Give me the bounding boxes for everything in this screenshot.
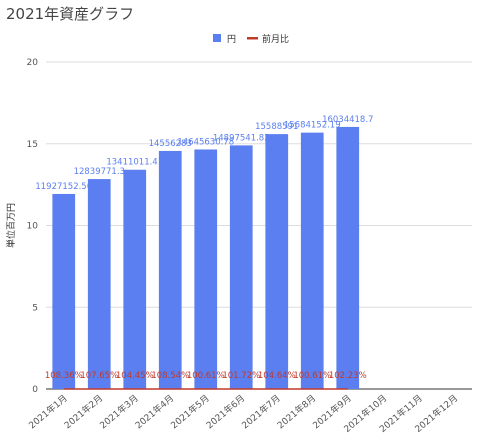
- bar-data-label: 15588591: [255, 122, 298, 132]
- x-tick-label: 2021年7月: [239, 392, 282, 431]
- y-tick-label: 10: [27, 222, 39, 232]
- bar: [300, 132, 324, 389]
- bar: [194, 149, 218, 389]
- line-data-label: 100.61%: [187, 371, 225, 381]
- chart-title: 2021年資産グラフ: [6, 5, 135, 23]
- bar-data-label: 14645630.78: [177, 137, 234, 147]
- y-tick-label: 5: [32, 303, 38, 313]
- bar: [52, 193, 76, 389]
- line-data-label: 104.64%: [258, 371, 296, 381]
- y-tick-label: 20: [27, 58, 39, 68]
- x-tick-label: 2021年3月: [97, 392, 140, 431]
- legend-swatch-line: [247, 37, 258, 40]
- bar-data-label: 16034418.7: [322, 115, 373, 125]
- line-data-label: 108.36%: [45, 371, 83, 381]
- line-data-label: 104.45%: [116, 371, 154, 381]
- x-tick-label: 2021年1月: [26, 392, 69, 431]
- x-tick-label: 2021年6月: [204, 392, 247, 431]
- bar-data-label: 11927152.56: [35, 182, 92, 192]
- line-data-label: 108.54%: [151, 371, 189, 381]
- y-axis-label: 単位百万円: [5, 203, 17, 248]
- bar-data-label: 14556283: [149, 139, 192, 149]
- line-data-label: 100.61%: [293, 371, 331, 381]
- x-tick-label: 2021年8月: [275, 392, 318, 431]
- legend-swatch-bars: [213, 34, 221, 42]
- legend-label-bars: 円: [227, 34, 236, 45]
- bar-data-label: 13411011.41: [106, 158, 163, 168]
- bar-data-label: 14897541.82: [213, 133, 270, 143]
- y-tick-label: 15: [27, 140, 38, 150]
- bar: [158, 150, 182, 389]
- bar: [265, 134, 289, 389]
- line-data-label: 101.72%: [222, 371, 260, 381]
- x-tick-label: 2021年4月: [133, 392, 176, 431]
- bar: [123, 169, 147, 389]
- bar: [336, 126, 360, 390]
- line-data-label: 107.65%: [80, 371, 118, 381]
- y-tick-label: 0: [32, 385, 38, 395]
- x-tick-label: 2021年2月: [62, 392, 105, 431]
- bar-data-label: 12839771.3: [74, 167, 125, 177]
- bar: [87, 179, 111, 389]
- line-data-label: 102.23%: [329, 371, 367, 381]
- legend-label-line: 前月比: [262, 33, 289, 45]
- bar-data-label: 15684152.19: [284, 121, 341, 131]
- x-tick-label: 2021年5月: [168, 392, 211, 431]
- bar: [229, 145, 253, 389]
